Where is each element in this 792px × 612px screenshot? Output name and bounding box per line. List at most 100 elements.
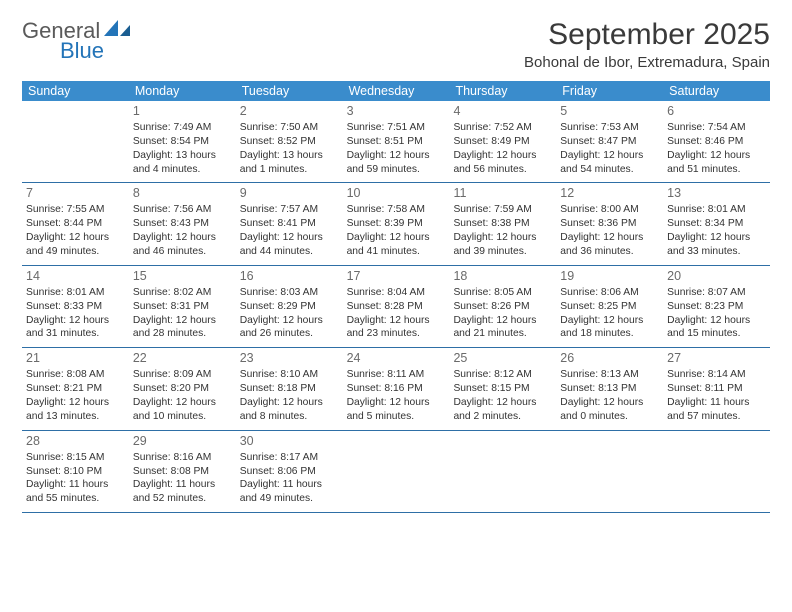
sunset-text: Sunset: 8:51 PM	[347, 135, 446, 149]
daylight-text: Daylight: 12 hours and 15 minutes.	[667, 314, 766, 342]
day-number: 29	[133, 433, 232, 450]
title-block: September 2025 Bohonal de Ibor, Extremad…	[524, 18, 770, 71]
day-number: 17	[347, 268, 446, 285]
day-number: 6	[667, 103, 766, 120]
daylight-text: Daylight: 12 hours and 0 minutes.	[560, 396, 659, 424]
sunrise-text: Sunrise: 8:15 AM	[26, 451, 125, 465]
week-row: 7Sunrise: 7:55 AMSunset: 8:44 PMDaylight…	[22, 183, 770, 265]
location: Bohonal de Ibor, Extremadura, Spain	[524, 54, 770, 71]
day-number: 24	[347, 350, 446, 367]
weekday-header: Tuesday	[236, 81, 343, 101]
sunset-text: Sunset: 8:31 PM	[133, 300, 232, 314]
day-number: 15	[133, 268, 232, 285]
sunset-text: Sunset: 8:54 PM	[133, 135, 232, 149]
day-number: 18	[453, 268, 552, 285]
day-cell: 30Sunrise: 8:17 AMSunset: 8:06 PMDayligh…	[236, 431, 343, 512]
week-row: 1Sunrise: 7:49 AMSunset: 8:54 PMDaylight…	[22, 101, 770, 183]
day-cell: 20Sunrise: 8:07 AMSunset: 8:23 PMDayligh…	[663, 266, 770, 347]
sunrise-text: Sunrise: 7:54 AM	[667, 121, 766, 135]
sunrise-text: Sunrise: 8:11 AM	[347, 368, 446, 382]
sunrise-text: Sunrise: 8:06 AM	[560, 286, 659, 300]
day-cell: 3Sunrise: 7:51 AMSunset: 8:51 PMDaylight…	[343, 101, 450, 182]
day-number: 21	[26, 350, 125, 367]
weekday-row: SundayMondayTuesdayWednesdayThursdayFrid…	[22, 81, 770, 101]
daylight-text: Daylight: 12 hours and 18 minutes.	[560, 314, 659, 342]
day-cell: 13Sunrise: 8:01 AMSunset: 8:34 PMDayligh…	[663, 183, 770, 264]
day-number: 25	[453, 350, 552, 367]
day-number: 4	[453, 103, 552, 120]
daylight-text: Daylight: 13 hours and 4 minutes.	[133, 149, 232, 177]
sunset-text: Sunset: 8:43 PM	[133, 217, 232, 231]
day-number: 2	[240, 103, 339, 120]
day-cell: 25Sunrise: 8:12 AMSunset: 8:15 PMDayligh…	[449, 348, 556, 429]
sunrise-text: Sunrise: 8:01 AM	[26, 286, 125, 300]
sunset-text: Sunset: 8:15 PM	[453, 382, 552, 396]
sunrise-text: Sunrise: 7:53 AM	[560, 121, 659, 135]
sunset-text: Sunset: 8:38 PM	[453, 217, 552, 231]
header: GeneralBlue September 2025 Bohonal de Ib…	[22, 18, 770, 71]
sunset-text: Sunset: 8:06 PM	[240, 465, 339, 479]
sunrise-text: Sunrise: 8:04 AM	[347, 286, 446, 300]
sunrise-text: Sunrise: 7:56 AM	[133, 203, 232, 217]
daylight-text: Daylight: 12 hours and 33 minutes.	[667, 231, 766, 259]
day-cell: 11Sunrise: 7:59 AMSunset: 8:38 PMDayligh…	[449, 183, 556, 264]
day-number: 30	[240, 433, 339, 450]
sunrise-text: Sunrise: 7:55 AM	[26, 203, 125, 217]
sunset-text: Sunset: 8:18 PM	[240, 382, 339, 396]
sunrise-text: Sunrise: 8:16 AM	[133, 451, 232, 465]
weekday-header: Friday	[556, 81, 663, 101]
day-cell: 24Sunrise: 8:11 AMSunset: 8:16 PMDayligh…	[343, 348, 450, 429]
sunrise-text: Sunrise: 8:17 AM	[240, 451, 339, 465]
sunrise-text: Sunrise: 7:58 AM	[347, 203, 446, 217]
sunset-text: Sunset: 8:16 PM	[347, 382, 446, 396]
day-number: 14	[26, 268, 125, 285]
daylight-text: Daylight: 11 hours and 52 minutes.	[133, 478, 232, 506]
day-number: 22	[133, 350, 232, 367]
day-number: 28	[26, 433, 125, 450]
sunrise-text: Sunrise: 8:02 AM	[133, 286, 232, 300]
daylight-text: Daylight: 11 hours and 49 minutes.	[240, 478, 339, 506]
sunset-text: Sunset: 8:11 PM	[667, 382, 766, 396]
sunset-text: Sunset: 8:47 PM	[560, 135, 659, 149]
daylight-text: Daylight: 12 hours and 26 minutes.	[240, 314, 339, 342]
day-number: 10	[347, 185, 446, 202]
day-number: 5	[560, 103, 659, 120]
day-number: 23	[240, 350, 339, 367]
sunset-text: Sunset: 8:39 PM	[347, 217, 446, 231]
sunrise-text: Sunrise: 7:49 AM	[133, 121, 232, 135]
day-cell: 12Sunrise: 8:00 AMSunset: 8:36 PMDayligh…	[556, 183, 663, 264]
weekday-header: Thursday	[449, 81, 556, 101]
weekday-header: Wednesday	[343, 81, 450, 101]
daylight-text: Daylight: 12 hours and 54 minutes.	[560, 149, 659, 177]
sunrise-text: Sunrise: 7:57 AM	[240, 203, 339, 217]
sunrise-text: Sunrise: 8:09 AM	[133, 368, 232, 382]
daylight-text: Daylight: 12 hours and 31 minutes.	[26, 314, 125, 342]
sunrise-text: Sunrise: 8:08 AM	[26, 368, 125, 382]
day-number: 9	[240, 185, 339, 202]
day-cell: 1Sunrise: 7:49 AMSunset: 8:54 PMDaylight…	[129, 101, 236, 182]
week-row: 21Sunrise: 8:08 AMSunset: 8:21 PMDayligh…	[22, 348, 770, 430]
sunset-text: Sunset: 8:29 PM	[240, 300, 339, 314]
sunset-text: Sunset: 8:20 PM	[133, 382, 232, 396]
daylight-text: Daylight: 12 hours and 36 minutes.	[560, 231, 659, 259]
day-number: 7	[26, 185, 125, 202]
daylight-text: Daylight: 12 hours and 39 minutes.	[453, 231, 552, 259]
day-number: 16	[240, 268, 339, 285]
daylight-text: Daylight: 12 hours and 41 minutes.	[347, 231, 446, 259]
day-cell: 2Sunrise: 7:50 AMSunset: 8:52 PMDaylight…	[236, 101, 343, 182]
day-cell: 9Sunrise: 7:57 AMSunset: 8:41 PMDaylight…	[236, 183, 343, 264]
day-number: 1	[133, 103, 232, 120]
sunset-text: Sunset: 8:33 PM	[26, 300, 125, 314]
daylight-text: Daylight: 12 hours and 51 minutes.	[667, 149, 766, 177]
day-cell: 28Sunrise: 8:15 AMSunset: 8:10 PMDayligh…	[22, 431, 129, 512]
logo: GeneralBlue	[22, 18, 132, 64]
sunrise-text: Sunrise: 8:03 AM	[240, 286, 339, 300]
empty-cell	[343, 431, 450, 512]
daylight-text: Daylight: 12 hours and 49 minutes.	[26, 231, 125, 259]
sunset-text: Sunset: 8:28 PM	[347, 300, 446, 314]
daylight-text: Daylight: 13 hours and 1 minutes.	[240, 149, 339, 177]
sunrise-text: Sunrise: 8:00 AM	[560, 203, 659, 217]
daylight-text: Daylight: 12 hours and 2 minutes.	[453, 396, 552, 424]
day-number: 13	[667, 185, 766, 202]
day-cell: 18Sunrise: 8:05 AMSunset: 8:26 PMDayligh…	[449, 266, 556, 347]
